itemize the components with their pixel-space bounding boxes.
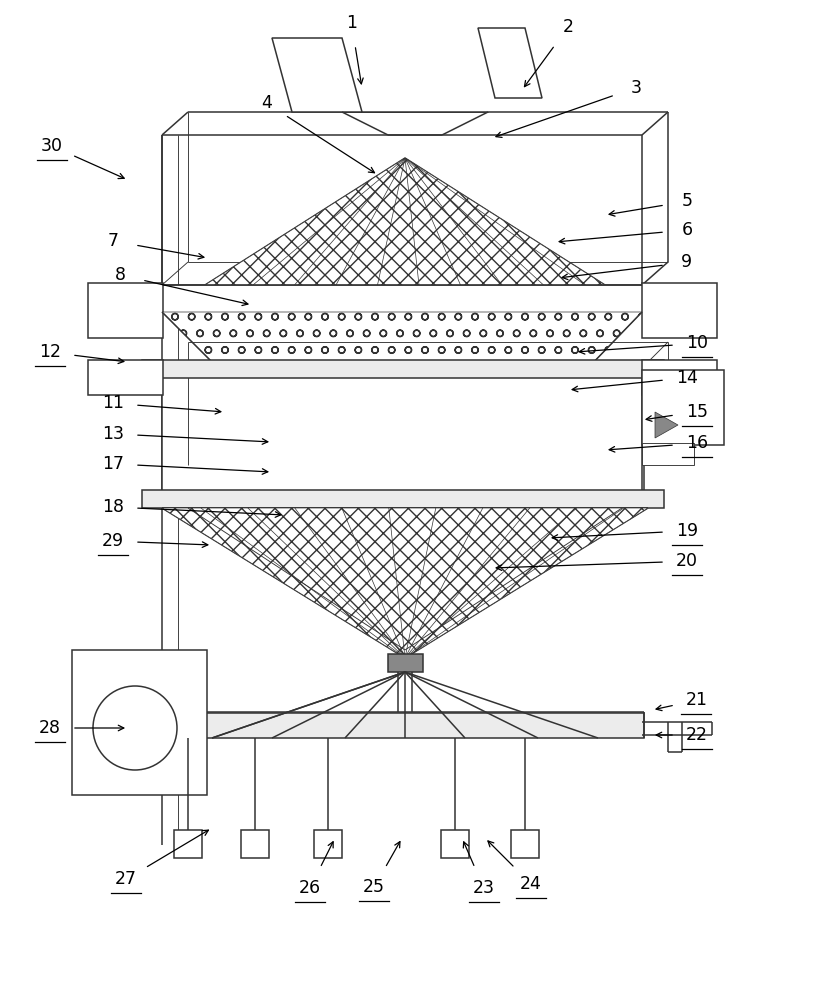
Text: 12: 12 [39,343,61,361]
Text: 6: 6 [681,221,693,239]
Bar [642,370,724,445]
Text: 23: 23 [473,879,495,897]
Text: 10: 10 [686,334,708,352]
Text: 29: 29 [102,532,124,550]
Text: 3: 3 [630,79,641,97]
Text: 1: 1 [346,14,357,32]
Text: 21: 21 [685,691,708,709]
Text: 24: 24 [520,875,542,893]
Text: 9: 9 [681,253,692,271]
Bar [314,830,342,858]
Text: 28: 28 [39,719,61,737]
Text: 5: 5 [681,192,692,210]
Text: 27: 27 [115,870,137,888]
Text: 19: 19 [676,522,698,540]
Bar [72,650,207,795]
Polygon shape [162,312,642,368]
Bar [142,285,664,312]
Bar [174,830,202,858]
Polygon shape [655,412,678,438]
Text: 20: 20 [676,552,698,570]
Text: 14: 14 [676,369,698,387]
Text: 8: 8 [115,266,126,284]
Bar [642,443,694,465]
Polygon shape [478,28,542,98]
Bar [142,490,664,508]
Text: 25: 25 [363,878,385,896]
Text: 11: 11 [102,394,124,412]
Polygon shape [272,38,362,112]
Text: 7: 7 [108,232,118,250]
Text: 22: 22 [686,726,708,744]
Bar [511,830,539,858]
Text: 4: 4 [261,94,272,112]
Bar [642,360,717,395]
Circle shape [93,686,177,770]
Bar [142,360,664,378]
Bar [162,367,644,492]
Bar [441,830,469,858]
Polygon shape [205,158,605,285]
Text: 17: 17 [102,455,124,473]
Polygon shape [162,508,648,658]
Text: 2: 2 [563,18,574,36]
Text: 13: 13 [102,425,124,443]
Text: 26: 26 [299,879,321,897]
Bar [162,285,644,312]
Bar [162,713,644,738]
Text: 30: 30 [41,137,63,155]
Bar [241,830,269,858]
Text: 15: 15 [685,403,708,421]
Bar [388,654,423,672]
Text: 18: 18 [102,498,124,516]
Text: 16: 16 [686,434,708,452]
Bar [88,360,163,395]
Bar [88,283,163,338]
Bar [642,283,717,338]
